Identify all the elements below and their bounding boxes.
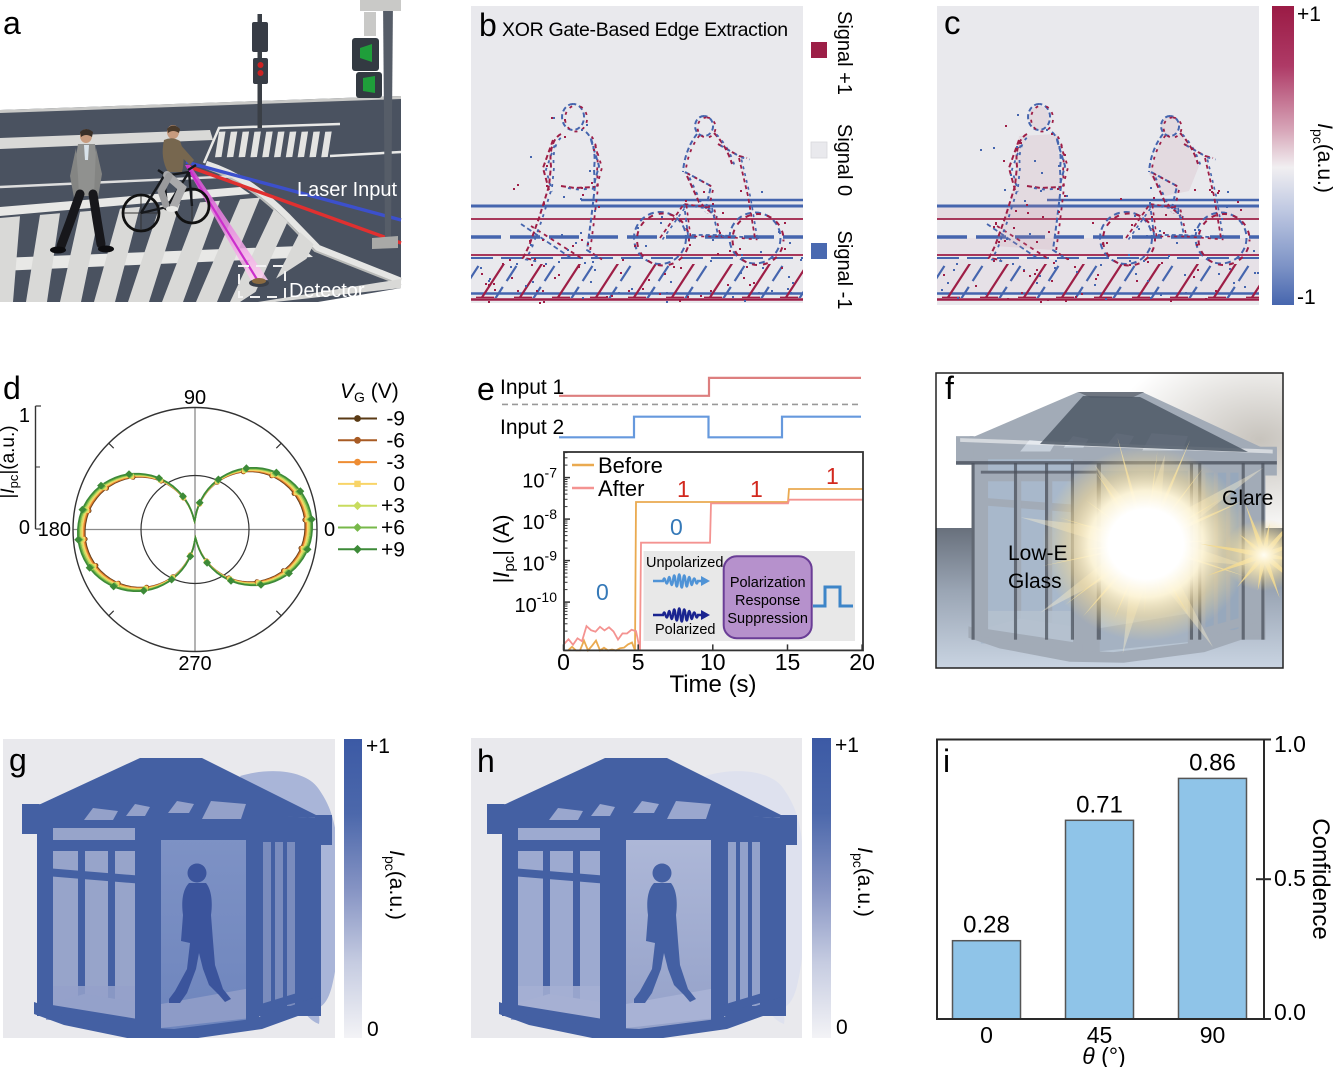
svg-text:10: 10 [700, 649, 726, 675]
svg-text:+1: +1 [1297, 3, 1321, 26]
svg-text:g: g [9, 742, 27, 778]
svg-text:0: 0 [19, 517, 30, 539]
svg-text:0.71: 0.71 [1076, 791, 1123, 818]
svg-text:Signal -1: Signal -1 [833, 231, 855, 310]
svg-text:-9: -9 [386, 408, 405, 431]
svg-text:-1: -1 [1297, 286, 1316, 309]
svg-text:0.86: 0.86 [1189, 749, 1236, 776]
svg-text:Polarization: Polarization [730, 575, 806, 591]
svg-text:+1: +1 [366, 735, 390, 758]
svg-text:Response: Response [735, 593, 800, 609]
svg-text:Polarized: Polarized [655, 622, 715, 638]
svg-text:Low-E: Low-E [1008, 542, 1068, 565]
svg-text:10-10: 10-10 [515, 589, 558, 617]
svg-text:Glass: Glass [1008, 570, 1062, 593]
svg-text:a: a [3, 5, 21, 41]
svg-text:180: 180 [38, 519, 71, 541]
svg-text:90: 90 [1200, 1022, 1226, 1048]
svg-text:0: 0 [324, 519, 335, 541]
svg-text:Detector: Detector [289, 280, 365, 302]
svg-text:Unpolarized: Unpolarized [646, 555, 723, 571]
svg-text:After: After [598, 476, 644, 501]
svg-text:e: e [477, 371, 495, 407]
svg-text:0: 0 [670, 514, 683, 540]
svg-text:|Ipc|(a.u.): |Ipc|(a.u.) [0, 425, 21, 498]
svg-text:d: d [3, 370, 21, 406]
svg-text:1.0: 1.0 [1274, 731, 1306, 757]
svg-text:0: 0 [836, 1016, 848, 1039]
svg-text:Glare: Glare [1222, 487, 1273, 510]
svg-text:10-8: 10-8 [522, 506, 557, 534]
svg-text:0.28: 0.28 [963, 912, 1010, 939]
svg-text:Input 2: Input 2 [500, 416, 564, 439]
svg-text:h: h [477, 743, 495, 779]
svg-text:+9: +9 [381, 538, 405, 561]
svg-text:c: c [944, 4, 961, 41]
svg-text:Input 1: Input 1 [500, 376, 564, 399]
svg-text:Confidence: Confidence [1307, 818, 1333, 939]
svg-text:Suppression: Suppression [727, 611, 808, 627]
svg-text:0: 0 [367, 1018, 379, 1041]
svg-text:Laser Input: Laser Input [297, 179, 398, 201]
svg-text:1: 1 [826, 463, 839, 489]
svg-text:45: 45 [1087, 1022, 1113, 1048]
svg-text:15: 15 [775, 649, 801, 675]
svg-text:Ipc(a.u.): Ipc(a.u.) [1310, 123, 1333, 193]
svg-text:i: i [943, 743, 950, 779]
svg-text:0: 0 [596, 579, 609, 605]
svg-text:Ipc(a.u.): Ipc(a.u.) [382, 850, 408, 920]
svg-text:1: 1 [19, 405, 30, 427]
svg-text:0: 0 [980, 1022, 993, 1048]
svg-text:-3: -3 [386, 451, 405, 474]
svg-text:+6: +6 [381, 517, 405, 540]
svg-text:1: 1 [677, 476, 690, 502]
svg-text:0: 0 [557, 649, 570, 675]
svg-text:90: 90 [184, 387, 206, 409]
svg-text:-6: -6 [386, 429, 405, 452]
svg-text:θ (°): θ (°) [1082, 1043, 1125, 1067]
svg-text:b: b [479, 7, 497, 43]
svg-text:20: 20 [849, 649, 875, 675]
svg-text:XOR Gate-Based Edge Extraction: XOR Gate-Based Edge Extraction [502, 19, 788, 41]
svg-text:10-9: 10-9 [522, 548, 557, 576]
svg-text:Signal 0: Signal 0 [833, 124, 855, 196]
svg-text:f: f [945, 370, 954, 406]
svg-text:10-7: 10-7 [522, 465, 557, 493]
svg-text:0.0: 0.0 [1274, 999, 1306, 1025]
svg-text:+1: +1 [835, 734, 859, 757]
svg-text:+3: +3 [381, 495, 405, 518]
svg-text:Time (s): Time (s) [669, 671, 756, 698]
svg-text:5: 5 [632, 649, 645, 675]
svg-text:270: 270 [178, 653, 211, 675]
svg-text:Before: Before [598, 453, 663, 478]
svg-text:Ipc(a.u.): Ipc(a.u.) [850, 847, 876, 917]
svg-text:0.5: 0.5 [1274, 865, 1306, 891]
svg-text:0: 0 [393, 473, 405, 496]
svg-text:1: 1 [750, 476, 763, 502]
svg-text:|Ipc| (A): |Ipc| (A) [489, 515, 518, 584]
svg-text:Signal +1: Signal +1 [833, 11, 855, 95]
svg-text:VG (V): VG (V) [340, 380, 399, 405]
